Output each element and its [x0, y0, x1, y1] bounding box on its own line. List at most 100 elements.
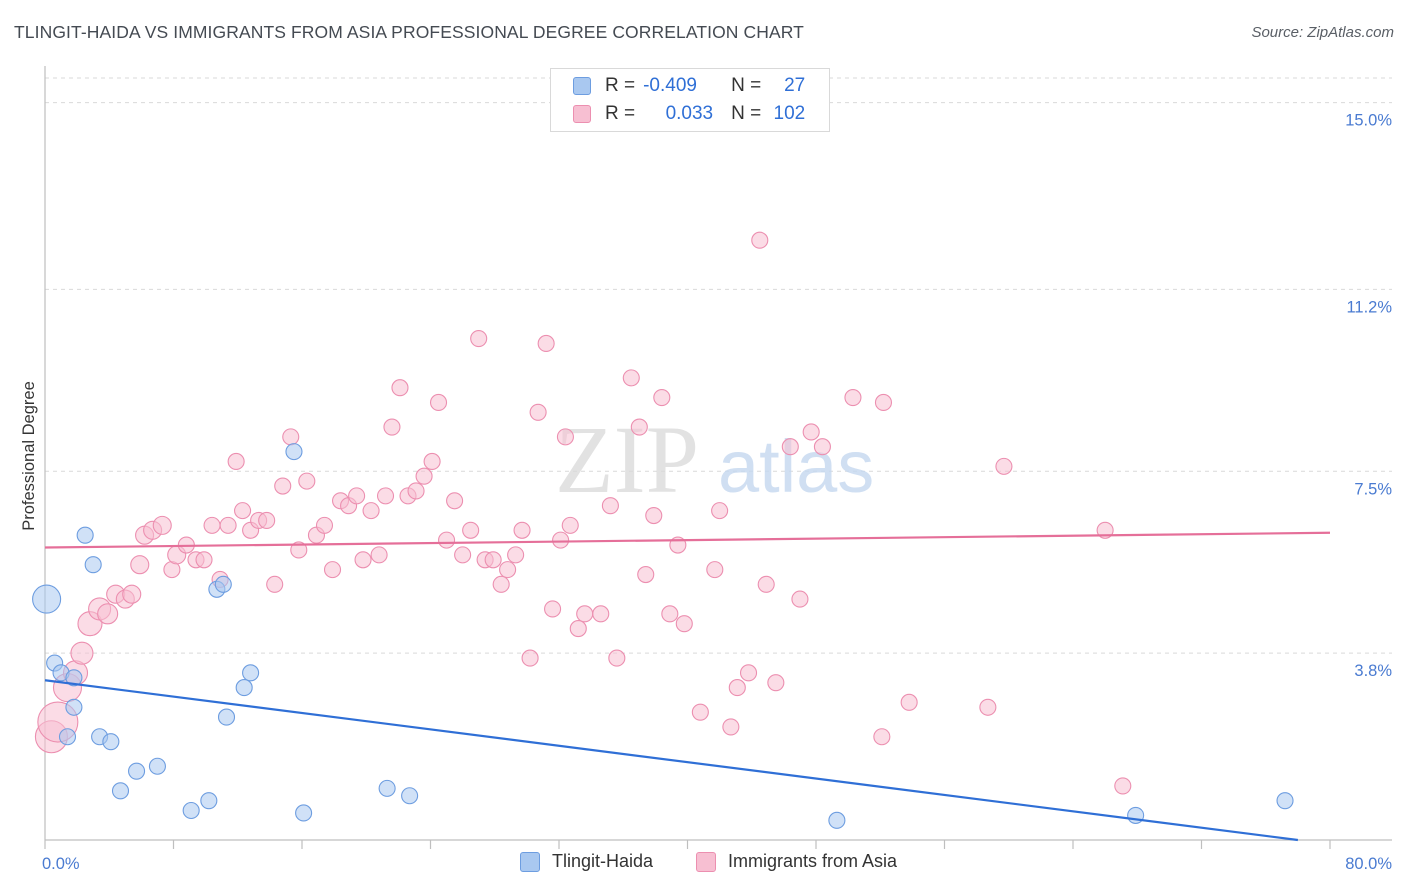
asia-point [802, 423, 820, 441]
asia-point [513, 521, 531, 539]
asia-point [484, 551, 502, 569]
asia-point [282, 428, 300, 446]
tlingit-trend-line [44, 679, 1299, 842]
asia-point [122, 584, 142, 604]
asia-point [813, 438, 831, 456]
asia-point [130, 555, 150, 575]
tlingit-point [111, 782, 130, 800]
chart-title: TLINGIT-HAIDA VS IMMIGRANTS FROM ASIA PR… [14, 22, 804, 42]
asia-point [391, 379, 409, 397]
legend-r-label: R = [605, 103, 636, 124]
legend-row-tlingit: R = -0.409 N = 27 [573, 73, 805, 99]
asia-point [873, 728, 891, 746]
tlingit-point [65, 698, 83, 716]
y-tick-label: 11.2% [1346, 298, 1392, 316]
tlingit-point [76, 526, 94, 544]
tlingit-point [65, 669, 83, 687]
y-tick-label: 15.0% [1345, 112, 1392, 130]
asia-point [592, 605, 610, 623]
asia-point [462, 521, 480, 539]
asia-point [423, 452, 441, 471]
tlingit-point [285, 443, 303, 461]
asia-point [507, 546, 525, 564]
asia-point [415, 467, 433, 485]
asia-point [521, 649, 539, 667]
watermark: ZIP atlas [555, 406, 874, 513]
asia-point [438, 531, 456, 549]
tlingit-point [32, 584, 62, 614]
data-points [32, 231, 1294, 829]
legend-r-label: R = [605, 75, 636, 96]
asia-point [195, 551, 213, 569]
asia-point [266, 575, 284, 593]
tlingit-point [102, 733, 120, 751]
tlingit-point [58, 728, 77, 746]
legend-n-label: N = [731, 75, 762, 96]
series-legend-asia: Immigrants from Asia [696, 851, 897, 872]
asia-point [661, 605, 679, 623]
asia-point [874, 393, 893, 412]
asia-point [227, 452, 245, 471]
tick-labels: 3.8% 7.5% 11.2% 15.0% 0.0% 80.0% [42, 112, 1392, 873]
asia-point [630, 418, 648, 436]
tlingit-point [401, 787, 419, 805]
asia-point [383, 418, 401, 436]
tlingit-point [217, 708, 236, 726]
series-swatch-pink [696, 851, 716, 872]
legend-row-asia: R = 0.033 N = 102 [573, 101, 805, 127]
asia-point [315, 516, 334, 534]
asia-point [561, 516, 579, 534]
asia-point [900, 693, 918, 711]
asia-point [258, 511, 276, 530]
asia-point [757, 575, 775, 593]
tlingit-point [235, 679, 253, 697]
legend-n-value: 102 [773, 103, 806, 124]
asia-point [1114, 777, 1132, 795]
asia-point [152, 515, 172, 535]
asia-point [637, 565, 655, 584]
asia-point [844, 388, 862, 407]
source-credit: Source: ZipAtlas.com [1251, 24, 1394, 41]
asia-point [429, 393, 448, 412]
asia-point [407, 482, 425, 500]
asia-point [569, 620, 587, 638]
asia-point [362, 502, 380, 520]
tlingit-point [214, 575, 232, 593]
asia-point [751, 231, 769, 249]
asia-point [552, 531, 570, 549]
asia-point [706, 561, 724, 579]
asia-point [711, 502, 729, 520]
asia-point [781, 438, 799, 456]
series-swatch-blue [520, 851, 540, 872]
y-axis-label: Professional Degree [20, 381, 38, 531]
asia-point [492, 575, 510, 593]
series-name-tlingit: Tlingit-Haida [552, 851, 654, 871]
asia-point [376, 487, 395, 505]
y-tick-label: 7.5% [1354, 480, 1392, 498]
stats-legend: R = -0.409 N = 27 R = 0.033 N = 102 [550, 68, 830, 132]
trend-lines [44, 531, 1331, 842]
asia-point [556, 428, 574, 446]
asia-point [298, 472, 316, 490]
asia-point [354, 551, 372, 569]
tlingit-point [128, 762, 146, 780]
asia-point [791, 590, 809, 608]
tlingit-point [378, 779, 396, 797]
legend-swatch-blue [573, 77, 591, 95]
asia-point [645, 506, 663, 525]
legend-swatch-pink [573, 105, 591, 123]
asia-point [234, 502, 252, 520]
tlingit-point [1276, 792, 1294, 810]
asia-point [348, 487, 366, 505]
legend-r-value: 0.033 [665, 103, 714, 124]
asia-point [537, 334, 555, 353]
asia-point [622, 369, 640, 387]
asia-point [722, 718, 740, 736]
watermark-zip: ZIP [555, 406, 699, 513]
asia-point [979, 698, 997, 716]
tlingit-point [84, 556, 102, 574]
asia-point [576, 605, 594, 623]
watermark-atlas: atlas [718, 425, 874, 508]
asia-point [70, 641, 94, 665]
